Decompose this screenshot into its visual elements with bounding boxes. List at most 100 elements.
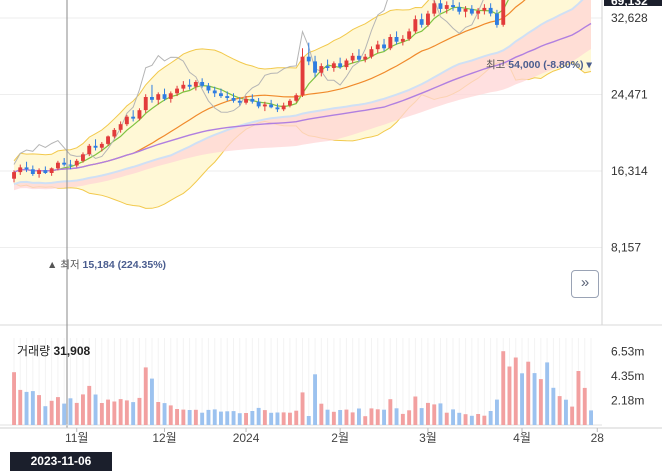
candle-body [143,97,148,111]
volume-bar [438,403,443,425]
volume-bar [382,409,386,425]
price-axis: 8,15716,31424,47132,62840,78557,09965,25… [604,0,662,255]
volume-bar [168,405,173,425]
volume-bar [451,409,455,425]
candle-body [451,5,455,7]
candle-body [74,160,79,166]
time-tick-label: 3월 [419,431,437,445]
candle-body [37,170,41,174]
low-marker-text: ▲ 최저 15,184 (224.35%) [47,259,166,271]
volume-bar [570,406,575,425]
candle-body [495,13,499,25]
comparison-line [13,0,484,165]
candle-body [444,5,449,9]
candle-body [350,55,355,61]
volume-title: 거래량 [17,344,51,358]
volume-bar [495,399,499,425]
candle-body [338,63,343,68]
volume-bar [426,402,430,425]
volume-bar [369,408,374,425]
volume-bar [37,395,41,425]
bollinger-fill [14,0,591,209]
candle-body [18,167,23,173]
cloud-span-a [13,0,584,186]
candle-body [43,170,48,173]
candle-body [400,38,405,42]
candle-body [457,7,462,12]
volume-bar [256,407,261,425]
volume-bar [488,411,493,425]
volume-bar [582,387,587,425]
volume-bar [49,400,54,425]
candle-body [187,84,192,87]
volume-bar [300,392,305,425]
axis-top-label: 69,132 [611,0,648,8]
volume-bar [244,413,248,425]
candle-body [269,104,274,108]
volume-bar [551,387,556,425]
time-tick-label: 28 [591,431,605,445]
candle-body [413,19,418,32]
price-tick-label: 32,628 [611,11,648,25]
candle-body [256,101,261,107]
candle-body [168,93,173,99]
candle-body [81,154,85,161]
volume-bar [589,410,593,425]
volume-tick-label: 2.18m [611,394,644,408]
volume-bar [112,401,117,425]
candle-body [375,44,380,50]
volume-bar [476,414,481,425]
volume-bar [30,391,35,425]
candle-body [193,82,198,87]
volume-bar [193,409,198,425]
volume-bar [407,410,412,425]
volume-bar [68,398,73,425]
time-axis: 11월 12월 2024 2월 3월 4월 28 [0,427,662,445]
candle-body [463,8,468,12]
volume-bar [262,410,267,425]
volume-bar [118,399,123,425]
volume-bar [520,373,524,426]
candle-body [24,167,29,170]
candle-body [476,10,481,14]
volume-bar [137,397,142,425]
volume-bar [87,385,92,425]
volume-bar [513,357,518,425]
volume-bar [375,409,380,425]
price-tick-label: 16,314 [611,164,648,178]
volume-bar [175,409,179,425]
volume-bar [93,394,98,425]
candle-body [237,100,242,103]
expand-more-button[interactable]: » [571,270,599,298]
volume-bar [181,409,186,425]
volume-bar [501,351,506,425]
time-tick-label: 2월 [331,431,349,445]
candle-body [344,60,349,68]
volume-bar [225,411,230,425]
volume-bar [106,399,110,425]
volume-bar [319,403,324,425]
chart-annotations: 최고 54,000 (-8.80%) ▾ ▲ 최저 15,184 (224.35%… [47,59,592,271]
volume-bar [388,399,393,425]
candle-body [250,98,255,102]
candlestick-series [12,0,506,183]
volume-bar [545,362,550,425]
candle-body [325,66,330,68]
volume-bar [419,408,424,425]
candle-body [438,3,443,9]
candle-body [331,63,336,68]
volume-bar [363,416,368,425]
time-tick-label: 2024 [233,431,260,445]
candle-body [469,8,474,14]
double-chevron-right-icon: » [580,274,590,291]
candle-body [231,98,236,101]
candle-body [357,55,361,60]
candle-body [200,82,205,86]
volume-bar [331,411,336,425]
candle-body [93,145,98,148]
volume-tick-label: 4.35m [611,369,644,383]
candle-body [363,56,368,60]
volume-bar [200,412,205,425]
volume-bar [557,396,562,425]
